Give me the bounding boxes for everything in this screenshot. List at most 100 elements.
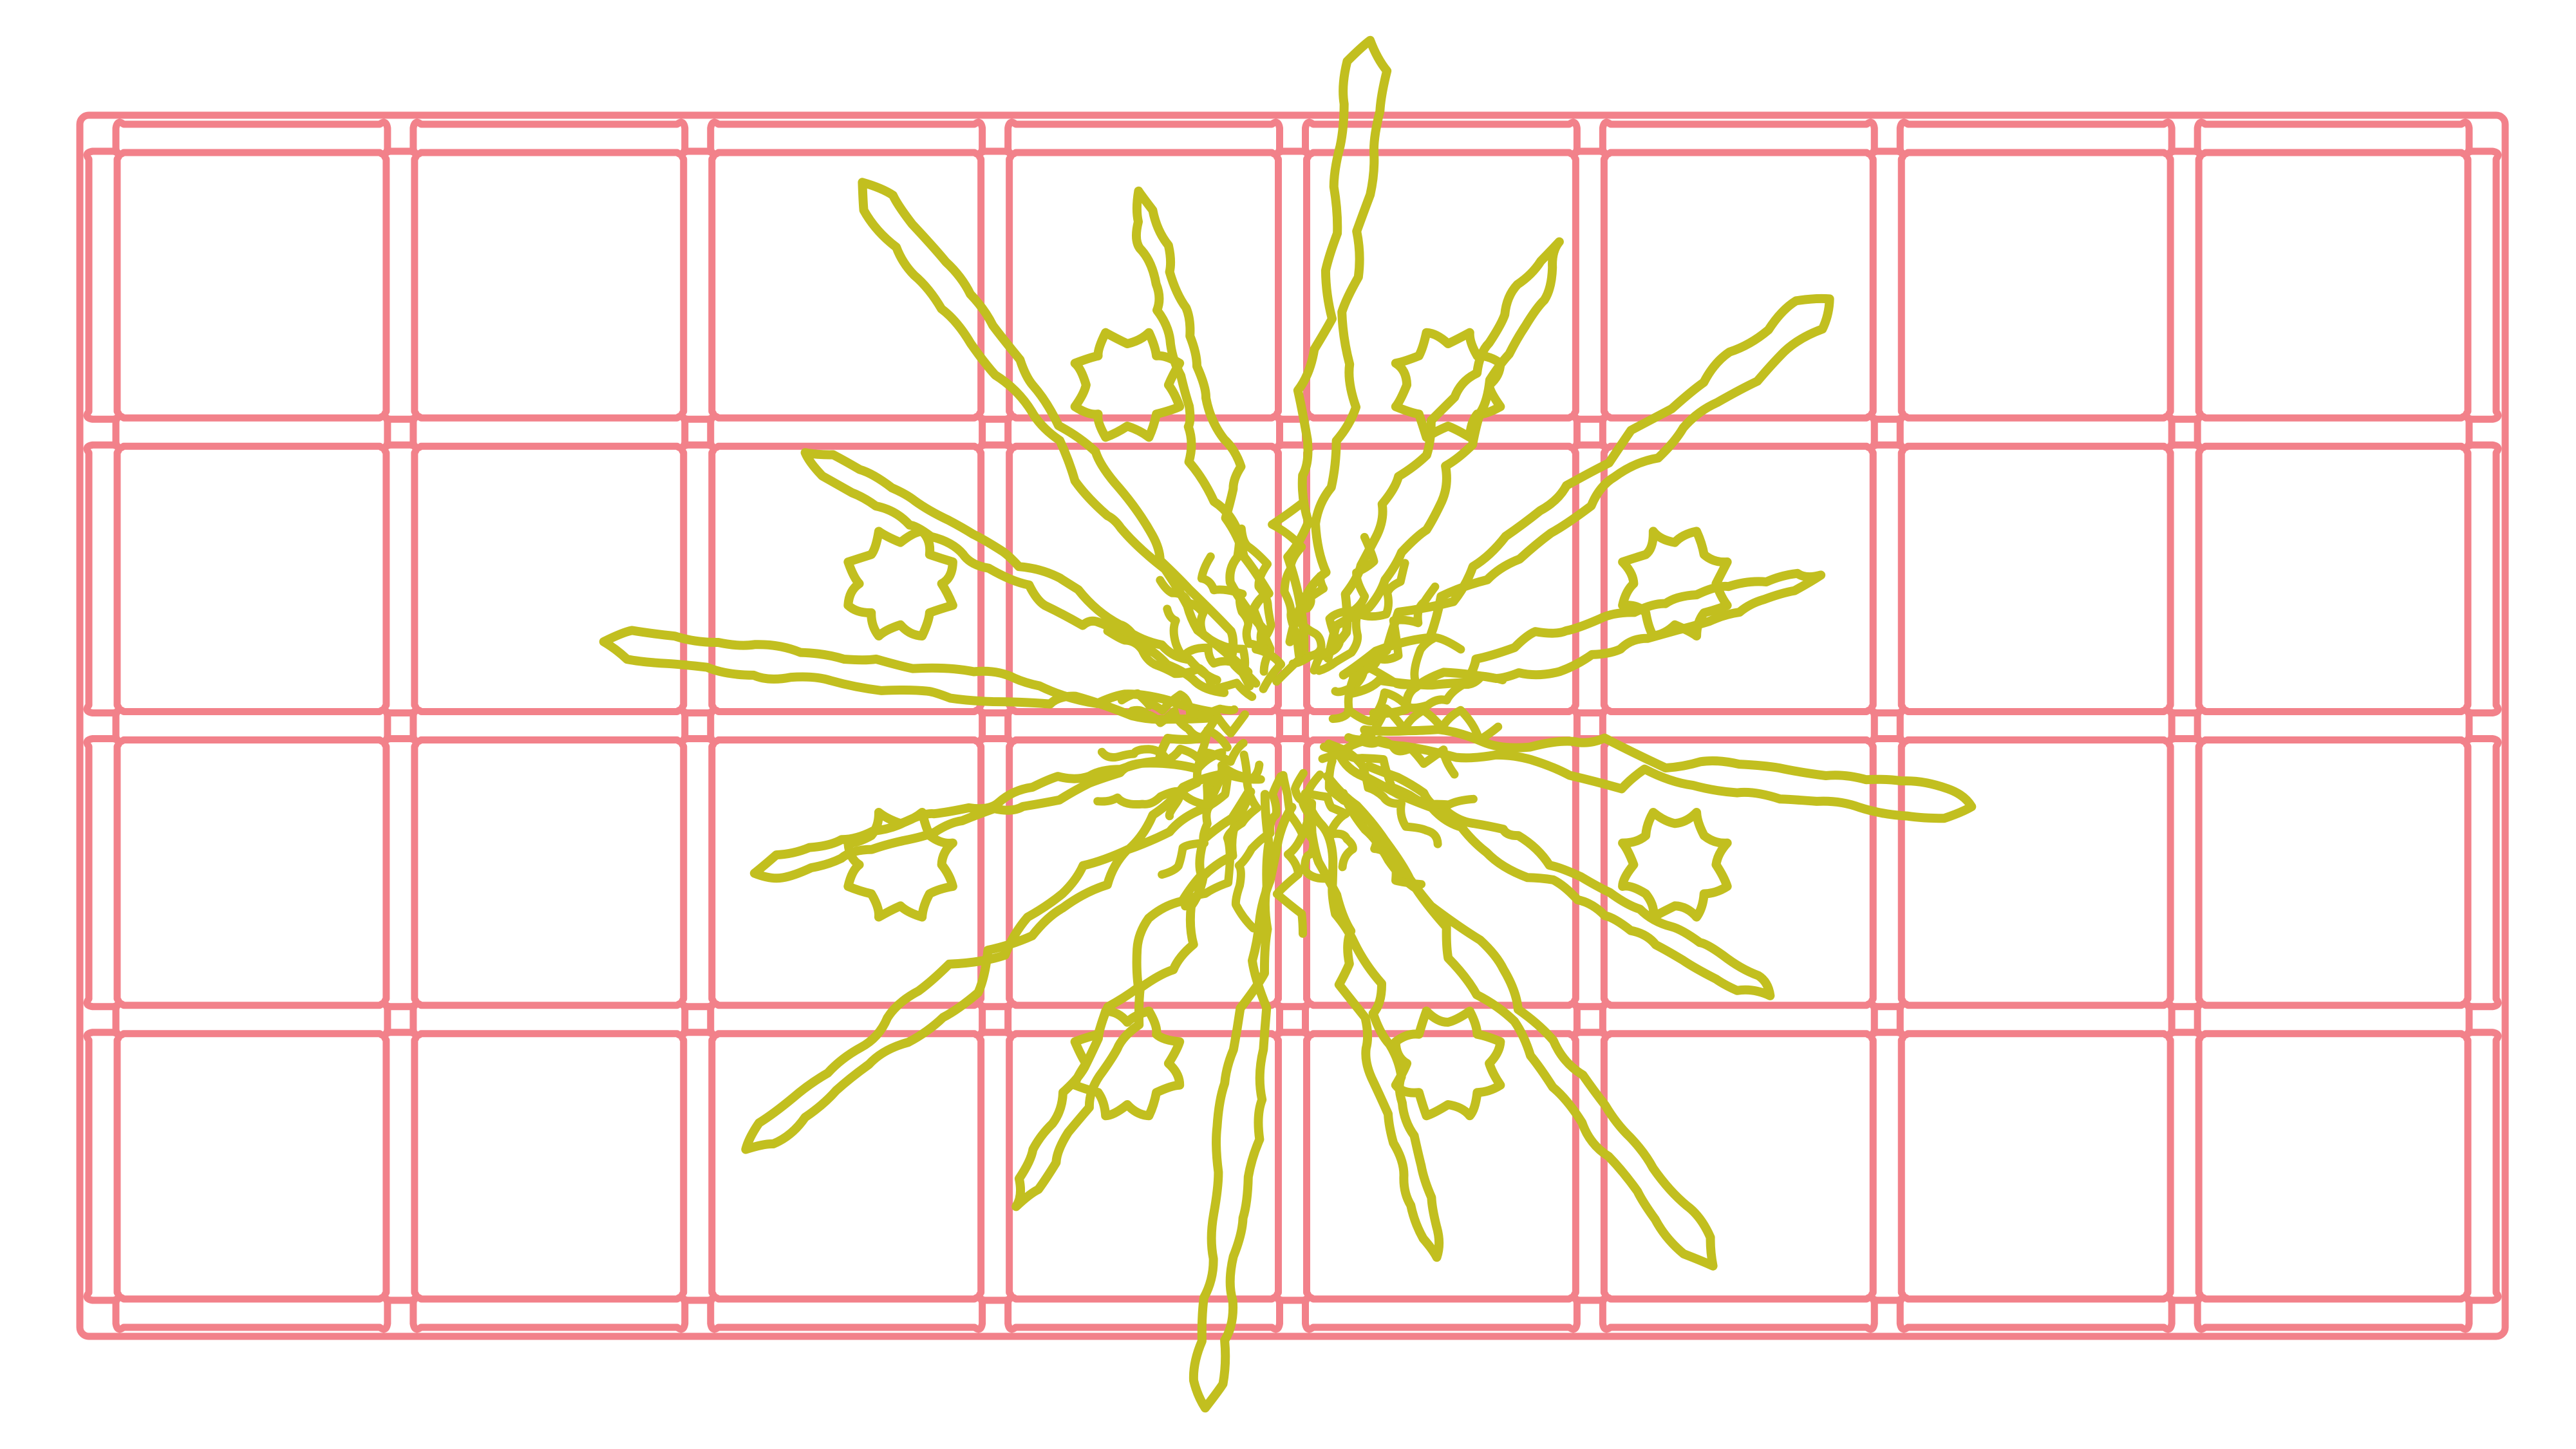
grid-vertical-segment <box>381 735 420 1011</box>
grid-pattern <box>76 111 2509 1340</box>
grid-vertical-segment <box>2165 735 2205 1011</box>
flower-petal <box>1322 772 1718 1271</box>
flower-center-strand <box>1288 572 1328 668</box>
flower-center-strand <box>1328 633 1465 724</box>
flower-center-strand <box>1310 532 1378 675</box>
grid-horizontal-segment <box>1599 118 1878 158</box>
grid-vertical-segment <box>975 1029 1015 1304</box>
grid-horizontal-segment <box>1004 1293 1283 1333</box>
flower-center-strand <box>1318 749 1442 848</box>
grid-horizontal-segment <box>2194 1293 2473 1333</box>
flower-center-strand <box>1303 771 1357 872</box>
flower-petal <box>1189 790 1297 1413</box>
grid-vertical-segment <box>1273 441 1312 716</box>
grid-vertical-segment <box>1570 441 1610 716</box>
flower-petal <box>1011 786 1255 1211</box>
flower-rosette <box>843 527 957 640</box>
flower-petal <box>800 448 1229 697</box>
grid-horizontal-segment <box>707 706 986 745</box>
grid-vertical-segment <box>2165 1029 2205 1304</box>
flower-center-strand <box>1324 735 1459 779</box>
grid-horizontal-segment <box>1896 706 2176 745</box>
grid-vertical-segment <box>1867 735 1907 1011</box>
grid-vertical-segment <box>83 147 123 423</box>
grid-horizontal-segment <box>707 118 986 158</box>
grid-horizontal-segment <box>409 412 689 452</box>
grid-horizontal-segment <box>112 118 391 158</box>
flower-petal <box>1359 725 1977 823</box>
flower-center-strand <box>1344 671 1507 726</box>
flower-center-strand <box>1237 524 1286 693</box>
grid-horizontal-segment <box>112 412 391 452</box>
flower-petal <box>1346 568 1826 718</box>
grid-horizontal-segment <box>1896 412 2176 452</box>
flower-center-strand <box>1268 498 1308 686</box>
grid-horizontal-segment <box>112 706 391 745</box>
grid-horizontal-segment <box>707 412 986 452</box>
grid-vertical-segment <box>1570 147 1610 423</box>
grid-vertical-segment <box>1867 441 1907 716</box>
flower-center-strand <box>1331 582 1440 696</box>
grid-horizontal-segment <box>1302 1293 1581 1333</box>
flower-center-strand <box>1324 756 1426 889</box>
flower-petal <box>1319 237 1564 663</box>
flower-petal <box>1337 753 1775 1000</box>
flower-center-strand <box>1103 626 1257 701</box>
grid-vertical-segment <box>83 441 123 716</box>
flower-doodle <box>599 35 1977 1413</box>
grid-horizontal-segment <box>2194 1000 2473 1040</box>
grid-vertical-segment <box>1273 735 1312 1011</box>
flower-center-strand <box>1165 750 1251 821</box>
grid-horizontal-segment <box>409 706 689 745</box>
flower-center-strand <box>1272 771 1307 938</box>
flower-rosette <box>1070 1006 1185 1121</box>
flower-petal <box>858 178 1253 677</box>
grid-vertical-segment <box>678 147 718 423</box>
flower-center-strand <box>1290 769 1331 883</box>
flower-petal <box>1339 294 1834 683</box>
flower-center-strand <box>1315 559 1409 675</box>
grid-horizontal-segment <box>2194 706 2473 745</box>
flower-center-strand <box>1093 738 1248 809</box>
grid-vertical-segment <box>678 735 718 1011</box>
flower-petal <box>741 766 1236 1154</box>
grid-horizontal-segment <box>1896 1293 2176 1333</box>
grid-vertical-segment <box>678 1029 718 1304</box>
flower-rosette <box>1070 328 1185 442</box>
grid-vertical-segment <box>678 441 718 716</box>
grid-horizontal-segment <box>2194 412 2473 452</box>
grid-vertical-segment <box>2462 1029 2502 1304</box>
grid-horizontal-segment <box>409 1293 689 1333</box>
flower-center-strand <box>1128 706 1249 742</box>
flower-petal <box>1131 186 1275 656</box>
flower-petal <box>749 733 1227 883</box>
grid-horizontal-segment <box>409 1000 689 1040</box>
grid-horizontal-segment <box>112 1293 391 1333</box>
grid-horizontal-segment <box>707 1293 986 1333</box>
flower-rosette <box>1618 808 1732 922</box>
flower-center-strand <box>1156 575 1261 688</box>
grid-vertical-segment <box>2165 147 2205 423</box>
flower-center-strand <box>1231 772 1285 933</box>
grid-vertical-segment <box>381 441 420 716</box>
grid-vertical-segment <box>1867 1029 1907 1304</box>
grid-vertical-segment <box>975 147 1015 423</box>
grid-vertical-segment <box>2462 147 2502 423</box>
grid-horizontal-segment <box>1004 118 1283 158</box>
flower-petal <box>1301 789 1444 1262</box>
flower-rosette <box>1618 527 1732 640</box>
flower-rosette <box>1391 1006 1505 1121</box>
flower-center-strand <box>1097 725 1232 765</box>
grid-horizontal-segment <box>112 1000 391 1040</box>
grid-vertical-segment <box>1867 147 1907 423</box>
grid-horizontal-segment <box>1599 1293 1878 1333</box>
grid-vertical-segment <box>83 735 123 1011</box>
flower-center-strand <box>1181 760 1264 911</box>
grid-horizontal-segment <box>2194 118 2473 158</box>
flower-petal <box>1283 35 1392 659</box>
grid-horizontal-segment <box>409 118 689 158</box>
flower-petal <box>599 626 1217 724</box>
flower-rosette <box>1391 328 1505 442</box>
